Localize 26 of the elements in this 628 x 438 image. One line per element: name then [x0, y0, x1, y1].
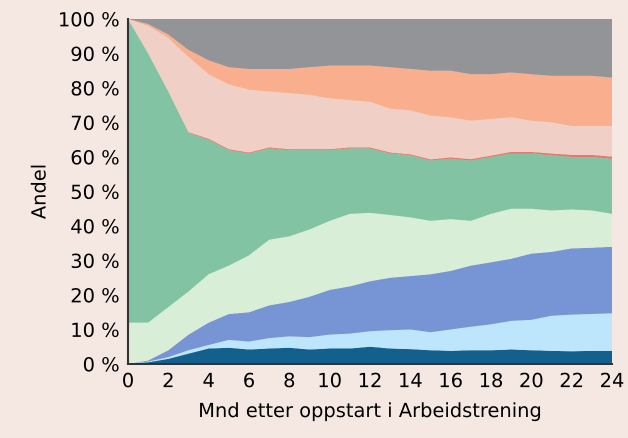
x-tick-label: 16 — [440, 372, 462, 388]
y-tick-label: 50 % — [72, 184, 119, 200]
x-tick-label: 22 — [560, 372, 582, 388]
y-tick-label: 100 % — [60, 12, 119, 27]
x-tick-label: 4 — [203, 372, 214, 388]
y-tick-label: 20 % — [72, 288, 119, 303]
x-tick-label: 18 — [480, 372, 502, 388]
x-tick-label: 6 — [244, 372, 254, 388]
y-axis-title: Andel — [30, 166, 46, 220]
y-tick-label: 80 % — [72, 80, 119, 96]
y-tick-label: 60 % — [72, 150, 119, 165]
x-tick-label: 10 — [319, 372, 341, 388]
x-tick-label: 20 — [520, 372, 542, 388]
x-axis-title: Mnd etter oppstart i Arbeidstrening — [200, 402, 540, 422]
x-tick-label: 0 — [123, 372, 133, 388]
x-tick-label: 24 — [601, 372, 624, 388]
x-tick-label: 2 — [164, 372, 173, 388]
x-tick-label: 12 — [360, 372, 380, 388]
y-tick-label: 70 % — [72, 115, 119, 130]
x-tick-label: 14 — [400, 372, 422, 388]
y-tick-label: 40 % — [71, 218, 119, 234]
y-tick-label: 90 % — [71, 46, 119, 62]
x-tick-label: 8 — [284, 372, 294, 388]
y-tick-label: 0 % — [84, 356, 119, 372]
y-tick-label: 10 % — [72, 322, 119, 338]
y-tick-label: 30 % — [72, 253, 119, 268]
